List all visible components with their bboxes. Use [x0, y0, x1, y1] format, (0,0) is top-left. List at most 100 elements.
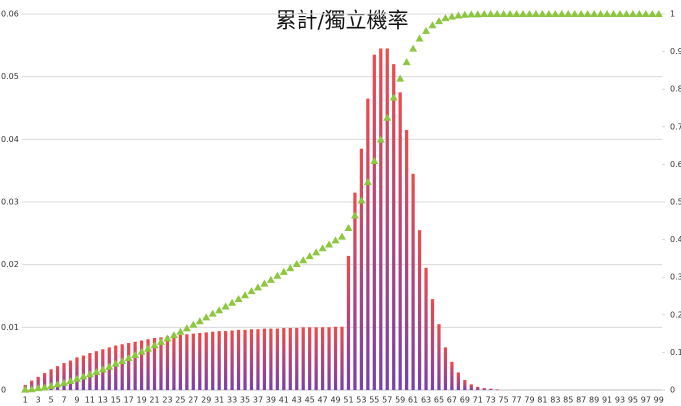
bar	[463, 379, 467, 390]
x-tick-label: 3	[36, 396, 41, 405]
triangle-marker	[34, 384, 43, 392]
triangle-marker	[506, 10, 515, 17]
x-tick-label: 21	[149, 396, 159, 405]
triangle-marker	[60, 378, 69, 386]
x-tick-label: 37	[253, 396, 263, 405]
x-tick-label: 99	[654, 396, 664, 405]
x-tick-label: 69	[460, 396, 470, 405]
triangle-marker	[40, 383, 49, 391]
triangle-marker	[273, 271, 282, 279]
bar	[359, 148, 364, 390]
triangle-marker	[260, 279, 269, 287]
bar	[430, 299, 435, 390]
triangle-marker	[338, 232, 346, 240]
triangle-marker	[622, 10, 631, 17]
x-tick-label: 81	[537, 396, 547, 405]
bar	[333, 326, 338, 390]
bar	[120, 344, 124, 390]
triangle-marker	[21, 385, 30, 393]
triangle-marker	[654, 10, 663, 17]
triangle-marker	[182, 324, 191, 332]
triangle-marker	[318, 244, 327, 252]
triangle-marker	[53, 380, 62, 388]
triangle-marker	[253, 283, 262, 291]
triangle-marker	[279, 267, 288, 275]
triangle-marker	[234, 295, 243, 303]
x-tick-label: 27	[188, 396, 198, 405]
bar	[366, 98, 370, 390]
triangle-marker	[434, 17, 443, 25]
triangle-marker	[150, 341, 159, 349]
triangle-marker	[422, 26, 431, 34]
bar	[159, 337, 163, 390]
bar	[36, 376, 40, 390]
y2-tick-label: 0	[670, 386, 675, 395]
triangle-marker	[137, 347, 146, 355]
triangle-marker	[603, 10, 612, 17]
triangle-marker	[635, 10, 644, 17]
x-tick-label: 73	[486, 396, 496, 405]
triangle-marker	[615, 10, 624, 17]
bar	[489, 388, 493, 390]
x-tick-label: 43	[292, 396, 302, 405]
triangle-marker	[564, 10, 573, 17]
triangle-marker	[531, 10, 540, 17]
triangle-marker	[105, 362, 114, 370]
x-tick-label: 49	[330, 396, 340, 405]
triangle-marker	[415, 34, 424, 42]
triangle-marker	[557, 10, 566, 17]
triangle-marker	[402, 58, 411, 66]
triangle-marker	[641, 10, 650, 17]
triangle-marker	[493, 10, 502, 17]
bar	[256, 329, 260, 390]
triangle-marker	[525, 10, 534, 17]
bar	[353, 192, 357, 390]
x-tick-label: 75	[499, 396, 509, 405]
bar	[211, 331, 215, 390]
x-tick-label: 17	[124, 396, 134, 405]
triangle-marker	[486, 10, 495, 17]
bar	[146, 339, 150, 390]
triangle-marker	[195, 317, 204, 325]
x-tick-label: 77	[511, 396, 521, 405]
bar	[191, 333, 195, 390]
bar	[482, 388, 486, 390]
bar	[417, 230, 422, 390]
triangle-marker	[202, 313, 211, 321]
triangle-marker	[131, 351, 140, 359]
triangle-marker	[72, 374, 81, 382]
y2-tick-label: 0.9	[670, 47, 681, 56]
bar	[411, 173, 415, 390]
triangle-marker	[325, 240, 334, 248]
x-tick-label: 85	[563, 396, 573, 405]
triangle-marker	[305, 252, 314, 260]
bar	[469, 384, 473, 390]
triangle-marker	[221, 302, 230, 310]
x-tick-label: 55	[369, 396, 379, 405]
x-tick-label: 13	[98, 396, 108, 405]
triangle-marker	[156, 337, 165, 345]
triangle-marker	[396, 74, 405, 82]
triangle-marker	[454, 11, 463, 19]
triangle-marker	[312, 248, 321, 256]
y2-tick-label: 0.4	[670, 235, 681, 244]
triangle-marker	[512, 10, 521, 17]
bar	[43, 373, 47, 390]
bar	[424, 267, 428, 390]
bar	[450, 361, 454, 390]
triangle-marker	[144, 344, 153, 352]
bar	[236, 329, 241, 390]
bar	[392, 64, 396, 390]
triangle-marker	[441, 14, 450, 22]
y-tick-label: 0.05	[1, 72, 19, 81]
x-tick-label: 67	[447, 396, 457, 405]
bar	[320, 327, 325, 390]
y2-tick-label: 1	[670, 10, 675, 19]
x-tick-label: 29	[201, 396, 211, 405]
bar	[295, 327, 299, 390]
x-tick-label: 61	[408, 396, 418, 405]
triangle-marker	[628, 10, 637, 17]
y-tick-label: 0.02	[1, 260, 19, 269]
bar	[456, 372, 460, 390]
